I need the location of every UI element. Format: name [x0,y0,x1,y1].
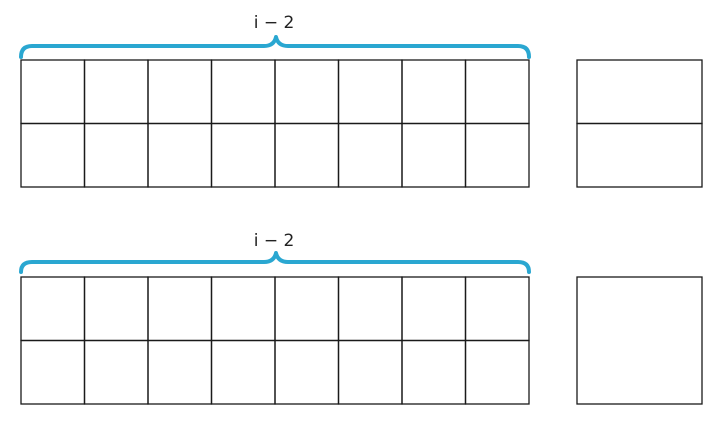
grid-1-cell-r2-c5 [274,122,340,188]
grid-1-cell-r1-c8 [464,59,530,125]
side-box-2-cell-r1-c1 [576,276,703,405]
grid-2-cell-r2-c6 [337,339,403,405]
row-2: i − 2 [19,231,703,405]
grid-1-cell-r1-c4 [210,59,276,125]
side-box-2 [576,276,703,405]
grid-2-cell-r1-c2 [83,276,149,342]
grid-1-cell-r1-c3 [147,59,213,125]
grid-2-cell-r1-c4 [210,276,276,342]
grid-1-cell-r2-c2 [83,122,149,188]
brace-2 [19,251,531,274]
grid-2-cell-r1-c5 [274,276,340,342]
grid-1-cell-r2-c6 [337,122,403,188]
grid-1-cell-r1-c7 [401,59,467,125]
row-1: i − 2 [19,13,703,188]
grid-1-cell-r2-c4 [210,122,276,188]
grid-2-cell-r2-c4 [210,339,276,405]
brace-label-2: i − 2 [254,231,295,251]
grid-2-cell-r2-c7 [401,339,467,405]
brace-1 [19,35,531,59]
grid-2-cell-r1-c6 [337,276,403,342]
grid-2 [20,276,530,405]
grid-2-cell-r1-c1 [20,276,86,342]
side-box-1-cell-r2-c1 [576,122,703,188]
side-box-1-cell-r1-c1 [576,59,703,125]
grid-1-cell-r2-c8 [464,122,530,188]
grid-2-cell-r2-c2 [83,339,149,405]
grid-2-cell-r1-c3 [147,276,213,342]
grid-1-cell-r2-c1 [20,122,86,188]
grid-2-cell-r2-c1 [20,339,86,405]
grid-1 [20,59,530,188]
grid-2-cell-r2-c3 [147,339,213,405]
grid-1-cell-r2-c7 [401,122,467,188]
grid-1-cell-r1-c6 [337,59,403,125]
grid-2-cell-r1-c8 [464,276,530,342]
grid-1-cell-r2-c3 [147,122,213,188]
brace-label-1: i − 2 [254,13,295,33]
grid-2-cell-r2-c5 [274,339,340,405]
grid-2-cell-r1-c7 [401,276,467,342]
side-box-1 [576,59,703,188]
grid-1-cell-r1-c5 [274,59,340,125]
grid-2-cell-r2-c8 [464,339,530,405]
grid-1-cell-r1-c2 [83,59,149,125]
grid-1-cell-r1-c1 [20,59,86,125]
